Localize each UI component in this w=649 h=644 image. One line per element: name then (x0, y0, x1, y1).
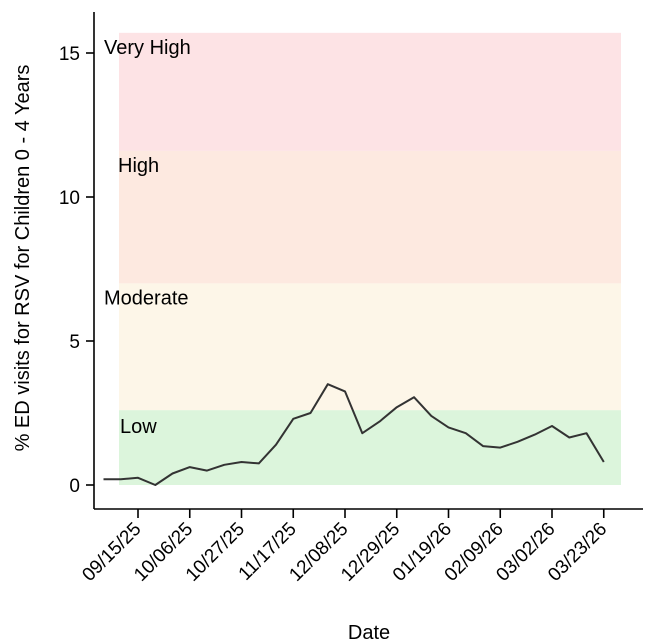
y-tick-label: 10 (59, 188, 80, 209)
y-axis-title: % ED visits for RSV for Children 0 - 4 Y… (12, 65, 34, 452)
x-axis-ticks: 09/15/2510/06/2510/27/2511/17/2512/08/25… (78, 509, 611, 586)
band-label-very-high: Very High (104, 37, 191, 59)
band-label-moderate: Moderate (104, 287, 189, 309)
band-high (119, 150, 621, 284)
y-axis-ticks: 0 5 10 15 (59, 44, 94, 497)
y-tick-label: 15 (59, 44, 80, 65)
band-low (119, 410, 621, 485)
band-label-low: Low (120, 416, 157, 438)
risk-level-labels: Low Moderate High Very High (104, 37, 191, 438)
y-tick-label: 0 (69, 476, 80, 497)
band-moderate (119, 283, 621, 411)
x-axis-title: Date (348, 622, 390, 644)
band-very-high (119, 32, 621, 151)
series-line-0 (103, 383, 605, 486)
data-series (103, 383, 605, 486)
band-label-high: High (118, 155, 159, 177)
risk-level-bands (119, 32, 621, 485)
y-tick-label: 5 (69, 332, 80, 353)
